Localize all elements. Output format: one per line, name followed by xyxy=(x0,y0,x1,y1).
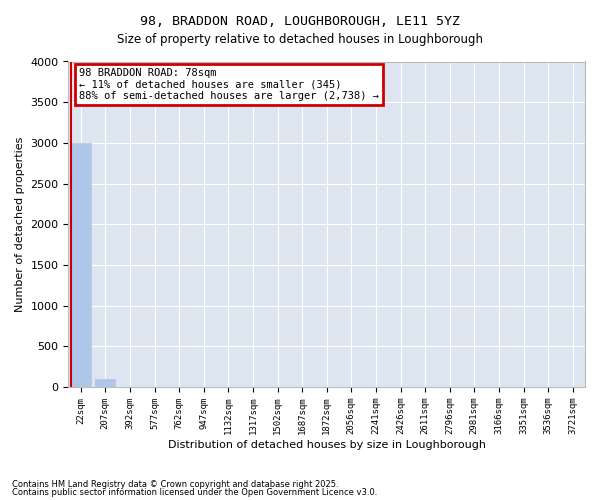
Bar xyxy=(71,143,91,387)
Text: 98, BRADDON ROAD, LOUGHBOROUGH, LE11 5YZ: 98, BRADDON ROAD, LOUGHBOROUGH, LE11 5YZ xyxy=(140,15,460,28)
Bar xyxy=(95,379,115,387)
X-axis label: Distribution of detached houses by size in Loughborough: Distribution of detached houses by size … xyxy=(168,440,486,450)
Text: Size of property relative to detached houses in Loughborough: Size of property relative to detached ho… xyxy=(117,32,483,46)
Text: Contains HM Land Registry data © Crown copyright and database right 2025.: Contains HM Land Registry data © Crown c… xyxy=(12,480,338,489)
Text: Contains public sector information licensed under the Open Government Licence v3: Contains public sector information licen… xyxy=(12,488,377,497)
Text: 98 BRADDON ROAD: 78sqm
← 11% of detached houses are smaller (345)
88% of semi-de: 98 BRADDON ROAD: 78sqm ← 11% of detached… xyxy=(79,68,379,101)
Y-axis label: Number of detached properties: Number of detached properties xyxy=(15,136,25,312)
